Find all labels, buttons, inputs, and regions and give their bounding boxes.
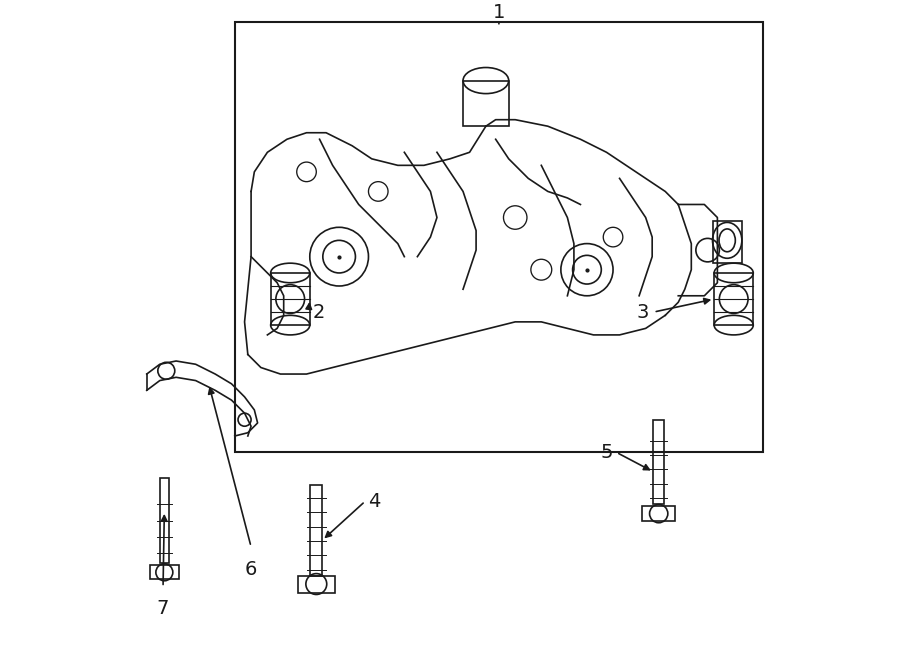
Text: 5: 5 xyxy=(600,443,613,462)
Text: 7: 7 xyxy=(157,599,169,618)
Bar xyxy=(298,576,335,592)
Text: 6: 6 xyxy=(245,560,257,579)
Bar xyxy=(463,81,508,126)
Text: 2: 2 xyxy=(313,303,326,322)
Bar xyxy=(714,273,753,325)
Bar xyxy=(713,221,742,263)
Text: 4: 4 xyxy=(368,492,381,511)
Bar xyxy=(235,22,763,452)
Bar xyxy=(150,565,179,580)
Bar xyxy=(310,485,322,576)
Bar xyxy=(653,420,664,504)
Text: 3: 3 xyxy=(636,303,649,322)
Bar xyxy=(160,479,168,563)
Bar xyxy=(271,273,310,325)
Bar xyxy=(643,506,675,521)
Text: 1: 1 xyxy=(492,3,505,22)
